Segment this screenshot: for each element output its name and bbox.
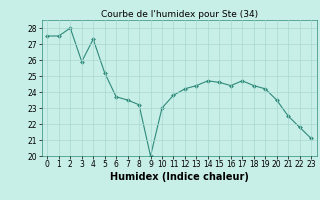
Title: Courbe de l'humidex pour Ste (34): Courbe de l'humidex pour Ste (34) <box>100 10 258 19</box>
X-axis label: Humidex (Indice chaleur): Humidex (Indice chaleur) <box>110 172 249 182</box>
